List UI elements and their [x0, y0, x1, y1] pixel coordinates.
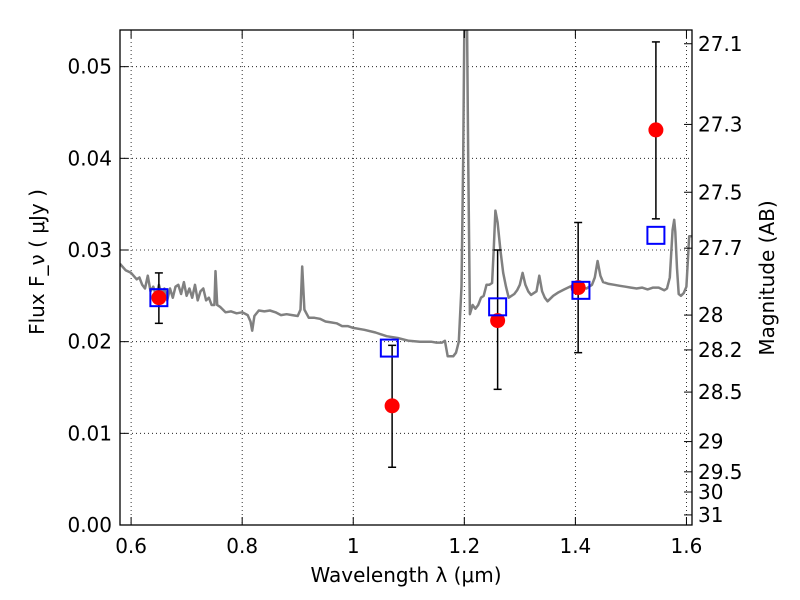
observed-flux-point	[151, 290, 167, 306]
model-flux-square	[488, 297, 508, 317]
model-flux-square	[379, 338, 399, 358]
plot-area	[120, 30, 692, 468]
observed-flux-point	[384, 398, 400, 414]
model-flux-square	[149, 288, 169, 308]
model-flux-square	[646, 225, 666, 245]
mag-tick-label: 28.2	[698, 338, 743, 362]
y-axis-label-right: Magnitude (AB)	[755, 200, 779, 355]
grid-lines	[120, 30, 692, 526]
x-tick-label: 1.6	[671, 534, 703, 558]
y-tick-label: 0.03	[67, 238, 112, 262]
x-tick-label: 0.6	[115, 534, 147, 558]
x-axis-label: Wavelength λ (μm)	[310, 563, 501, 587]
mag-tick-label: 29.5	[698, 460, 743, 484]
x-tick-label: 0.8	[226, 534, 258, 558]
mag-tick-label: 27.5	[698, 180, 743, 204]
y-tick-label: 0.00	[67, 513, 112, 537]
x-tick-label: 1	[347, 534, 360, 558]
model-flux-square	[571, 280, 591, 300]
observed-flux-point	[490, 313, 506, 329]
mag-tick-label: 27.1	[698, 32, 743, 56]
y-tick-label: 0.04	[67, 146, 112, 170]
mag-tick-label: 30	[698, 480, 723, 504]
x-tick-label: 1.2	[448, 534, 480, 558]
y-tick-label: 0.01	[67, 421, 112, 445]
observed-flux-point	[570, 280, 586, 296]
mag-tick-label: 28	[698, 303, 723, 327]
observed-flux-point	[648, 122, 664, 138]
x-tick-label: 1.4	[559, 534, 591, 558]
mag-tick-label: 27.7	[698, 236, 743, 260]
model-spectrum-line	[120, 30, 692, 358]
y-tick-label: 0.05	[67, 55, 112, 79]
mag-tick-label: 31	[698, 503, 723, 527]
plot-frame	[119, 29, 693, 526]
y-axis-label-left: Flux F_ν ( μJy )	[25, 189, 49, 335]
mag-tick-label: 28.5	[698, 380, 743, 404]
mag-tick-label: 29	[698, 430, 723, 454]
mag-tick-label: 27.3	[698, 112, 743, 136]
axes: 0.6 0.8 1 1.2 1.4 1.6 0.00 0.01 0.02 0.03 0.04 0.05…	[67, 30, 743, 558]
y-tick-label: 0.02	[67, 330, 112, 354]
